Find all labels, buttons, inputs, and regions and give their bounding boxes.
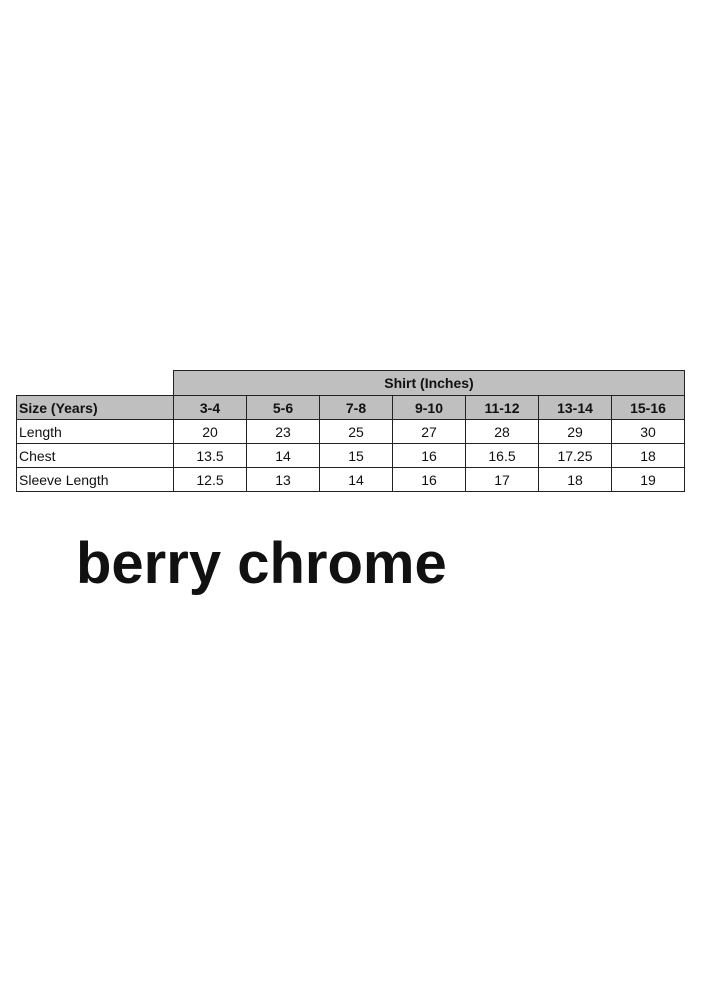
group-header: Shirt (Inches) bbox=[173, 370, 685, 396]
measurement-cell: 13.5 bbox=[173, 443, 247, 468]
measurement-cell: 17 bbox=[465, 467, 539, 492]
measurement-cell: 23 bbox=[246, 419, 320, 444]
measurement-cell: 16.5 bbox=[465, 443, 539, 468]
measurement-cell: 28 bbox=[465, 419, 539, 444]
brand-name: berry chrome bbox=[76, 531, 447, 596]
size-header: 13-14 bbox=[538, 395, 612, 420]
row-label: Length bbox=[16, 419, 174, 444]
row-header: Size (Years) bbox=[16, 395, 174, 420]
size-chart-table: Shirt (Inches) Size (Years) 3-4 5-6 7-8 9-1… bbox=[16, 370, 685, 492]
measurement-cell: 19 bbox=[611, 467, 685, 492]
table-row: Chest 13.5 14 15 16 16.5 17.25 18 bbox=[16, 443, 685, 468]
measurement-cell: 25 bbox=[319, 419, 393, 444]
measurement-cell: 16 bbox=[392, 443, 466, 468]
table-row: Sleeve Length 12.5 13 14 16 17 18 19 bbox=[16, 467, 685, 492]
size-header: 9-10 bbox=[392, 395, 466, 420]
size-header: 3-4 bbox=[173, 395, 247, 420]
measurement-cell: 14 bbox=[319, 467, 393, 492]
size-header: 5-6 bbox=[246, 395, 320, 420]
size-header: 11-12 bbox=[465, 395, 539, 420]
measurement-cell: 15 bbox=[319, 443, 393, 468]
size-header: 7-8 bbox=[319, 395, 393, 420]
measurement-cell: 30 bbox=[611, 419, 685, 444]
measurement-cell: 29 bbox=[538, 419, 612, 444]
measurement-cell: 16 bbox=[392, 467, 466, 492]
row-label: Sleeve Length bbox=[16, 467, 174, 492]
measurement-cell: 18 bbox=[538, 467, 612, 492]
table-row: Length 20 23 25 27 28 29 30 bbox=[16, 419, 685, 444]
size-header: 15-16 bbox=[611, 395, 685, 420]
measurement-cell: 18 bbox=[611, 443, 685, 468]
measurement-cell: 12.5 bbox=[173, 467, 247, 492]
empty-corner-cell bbox=[16, 370, 174, 396]
measurement-cell: 20 bbox=[173, 419, 247, 444]
row-label: Chest bbox=[16, 443, 174, 468]
measurement-cell: 17.25 bbox=[538, 443, 612, 468]
measurement-cell: 14 bbox=[246, 443, 320, 468]
measurement-cell: 27 bbox=[392, 419, 466, 444]
measurement-cell: 13 bbox=[246, 467, 320, 492]
